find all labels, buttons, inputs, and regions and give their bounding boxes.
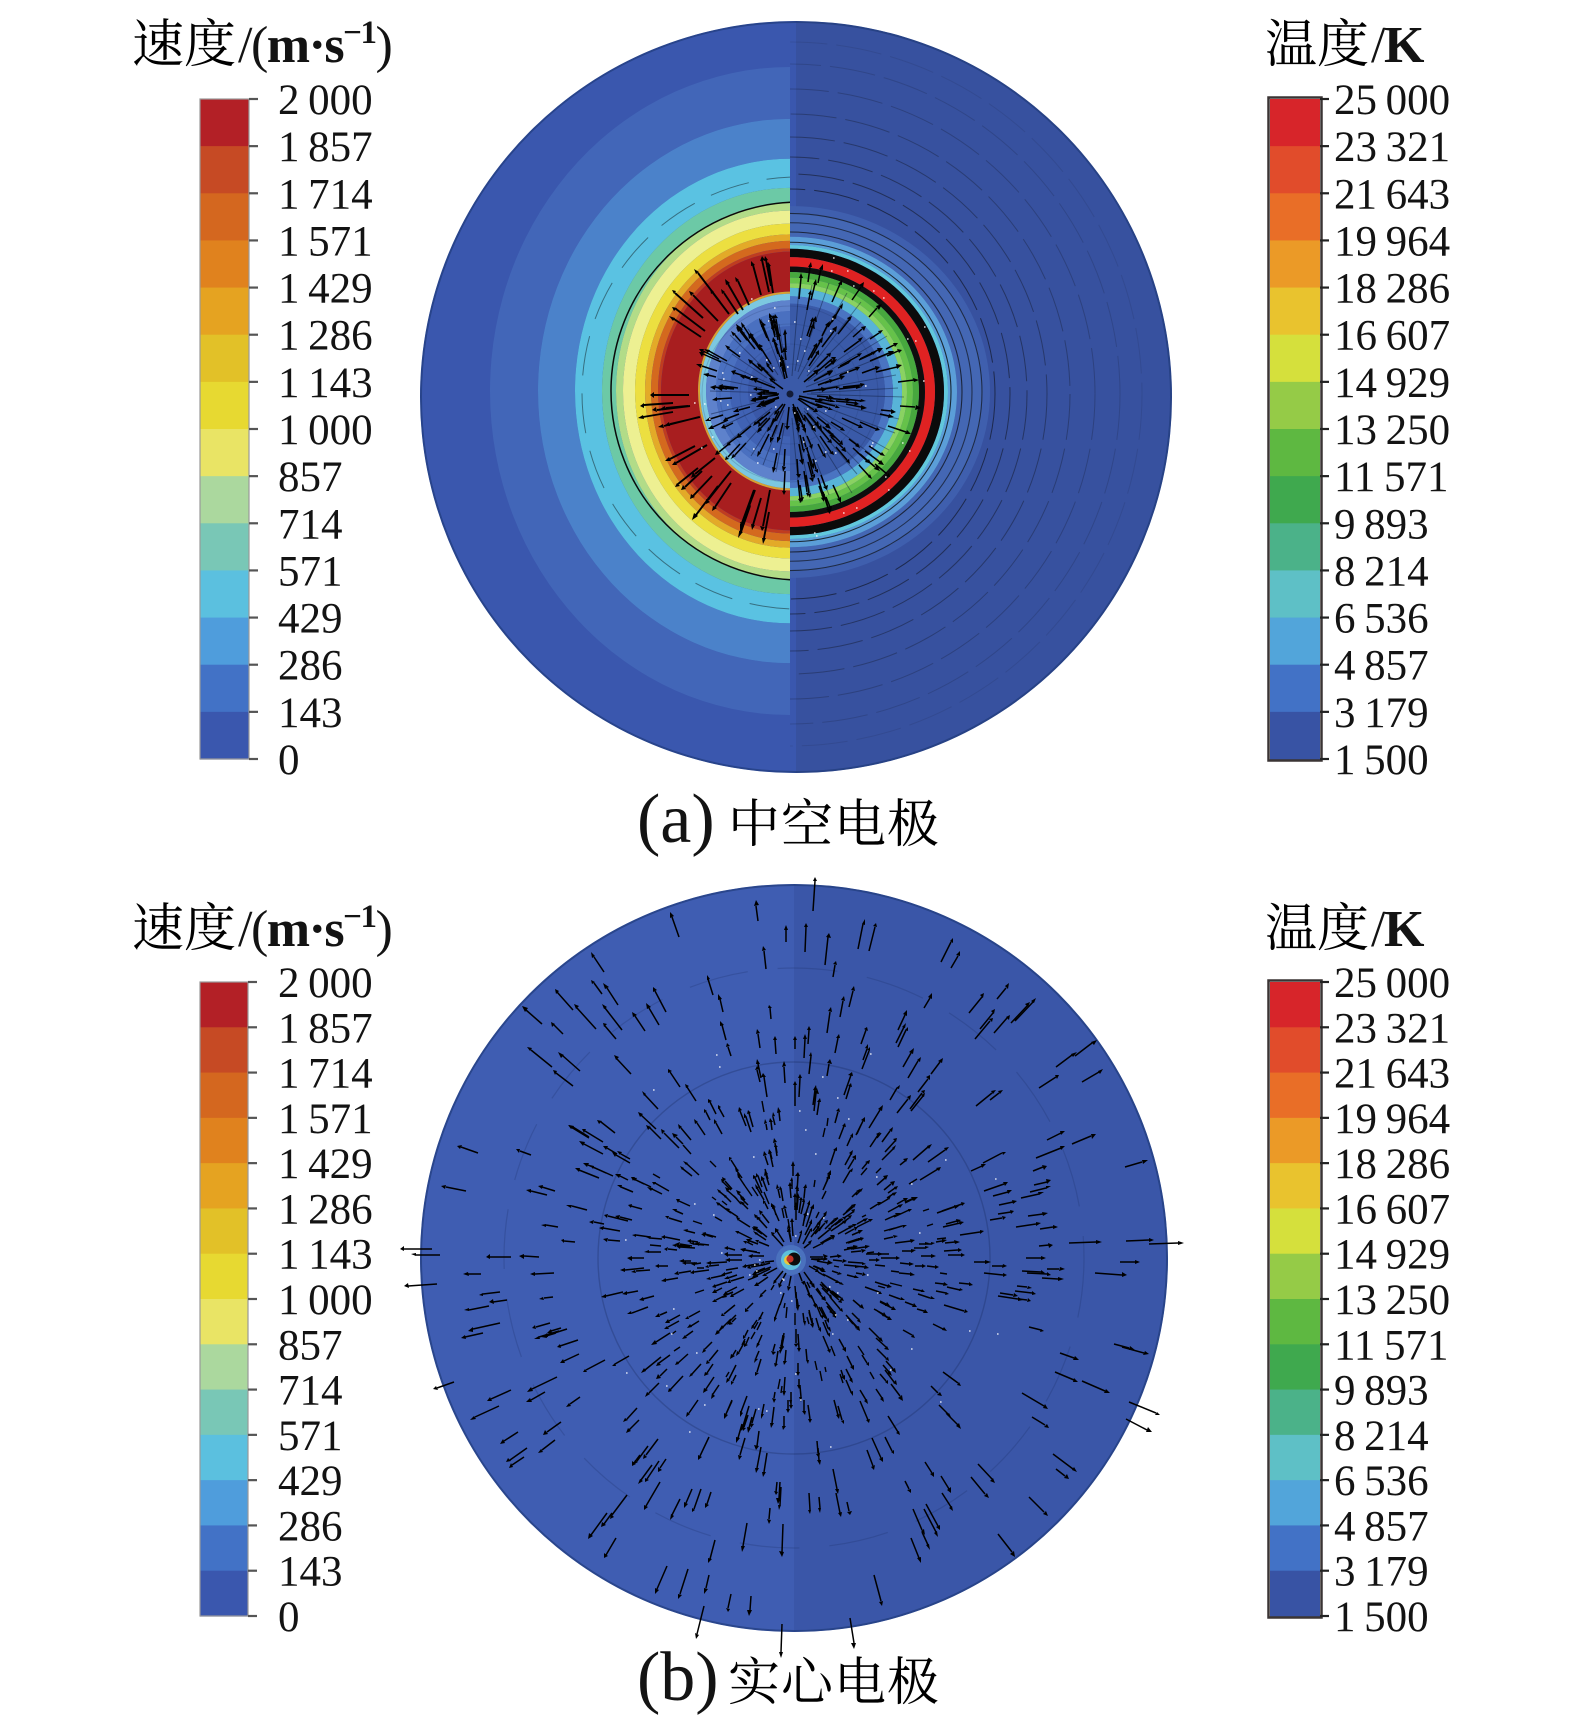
svg-text:714: 714	[278, 501, 343, 548]
svg-text:16 607: 16 607	[1334, 313, 1450, 360]
svg-text:25 000: 25 000	[1334, 77, 1450, 124]
svg-text:23 321: 23 321	[1334, 124, 1450, 171]
svg-text:1 143: 1 143	[278, 1232, 373, 1279]
svg-text:1 714: 1 714	[278, 1051, 373, 1098]
svg-text:1 143: 1 143	[278, 360, 373, 407]
svg-text:6 536: 6 536	[1334, 596, 1429, 643]
svg-text:1 714: 1 714	[278, 171, 373, 218]
svg-text:21 643: 21 643	[1334, 1051, 1450, 1098]
svg-text:14 929: 14 929	[1334, 360, 1450, 407]
svg-text:0: 0	[278, 1594, 300, 1641]
svg-text:429: 429	[278, 1458, 343, 1505]
svg-text:1 571: 1 571	[278, 218, 373, 265]
svg-text:13 250: 13 250	[1334, 1277, 1450, 1324]
svg-text:2 000: 2 000	[278, 77, 373, 124]
svg-text:0: 0	[278, 737, 300, 784]
svg-text:18 286: 18 286	[1334, 266, 1450, 313]
svg-text:1 286: 1 286	[278, 313, 373, 360]
svg-text:13 250: 13 250	[1334, 407, 1450, 454]
svg-text:/K: /K	[1371, 901, 1425, 958]
svg-text:143: 143	[278, 690, 343, 737]
svg-text:2 000: 2 000	[278, 960, 373, 1007]
svg-text:429: 429	[278, 596, 343, 643]
svg-text:857: 857	[278, 1322, 343, 1369]
svg-text:571: 571	[278, 1413, 343, 1460]
svg-text:19 964: 19 964	[1334, 218, 1450, 265]
svg-text:6 536: 6 536	[1334, 1458, 1429, 1505]
svg-text:/(m·s−1): /(m·s−1)	[238, 899, 391, 958]
svg-text:1 500: 1 500	[1334, 1594, 1429, 1641]
svg-text:9 893: 9 893	[1334, 1368, 1429, 1415]
svg-text:3 179: 3 179	[1334, 1549, 1429, 1596]
svg-text:11 571: 11 571	[1334, 1322, 1449, 1369]
svg-text:1 429: 1 429	[278, 1141, 373, 1188]
svg-text:25 000: 25 000	[1334, 960, 1450, 1007]
svg-text:1 857: 1 857	[278, 1005, 373, 1052]
svg-text:16 607: 16 607	[1334, 1186, 1450, 1233]
svg-text:1 429: 1 429	[278, 266, 373, 313]
svg-text:/K: /K	[1371, 17, 1425, 74]
svg-text:21 643: 21 643	[1334, 171, 1450, 218]
svg-text:11 571: 11 571	[1334, 454, 1449, 501]
svg-text:8 214: 8 214	[1334, 548, 1429, 595]
svg-text:4 857: 4 857	[1334, 643, 1429, 690]
svg-text:9 893: 9 893	[1334, 501, 1429, 548]
svg-text:1 286: 1 286	[278, 1186, 373, 1233]
svg-text:1 571: 1 571	[278, 1096, 373, 1143]
svg-text:1 000: 1 000	[278, 407, 373, 454]
svg-text:3 179: 3 179	[1334, 690, 1429, 737]
svg-text:8 214: 8 214	[1334, 1413, 1429, 1460]
svg-text:23 321: 23 321	[1334, 1005, 1450, 1052]
svg-text:18 286: 18 286	[1334, 1141, 1450, 1188]
svg-text:714: 714	[278, 1368, 343, 1415]
svg-text:4 857: 4 857	[1334, 1503, 1429, 1550]
svg-text:286: 286	[278, 1503, 343, 1550]
svg-text:19 964: 19 964	[1334, 1096, 1450, 1143]
svg-text:14 929: 14 929	[1334, 1232, 1450, 1279]
svg-text:857: 857	[278, 454, 343, 501]
svg-text:143: 143	[278, 1549, 343, 1596]
svg-text:571: 571	[278, 548, 343, 595]
svg-text:1 857: 1 857	[278, 124, 373, 171]
svg-text:(b): (b)	[637, 1639, 719, 1716]
svg-text:(a): (a)	[637, 781, 715, 858]
svg-text:1 000: 1 000	[278, 1277, 373, 1324]
svg-text:1 500: 1 500	[1334, 737, 1429, 784]
svg-text:286: 286	[278, 643, 343, 690]
